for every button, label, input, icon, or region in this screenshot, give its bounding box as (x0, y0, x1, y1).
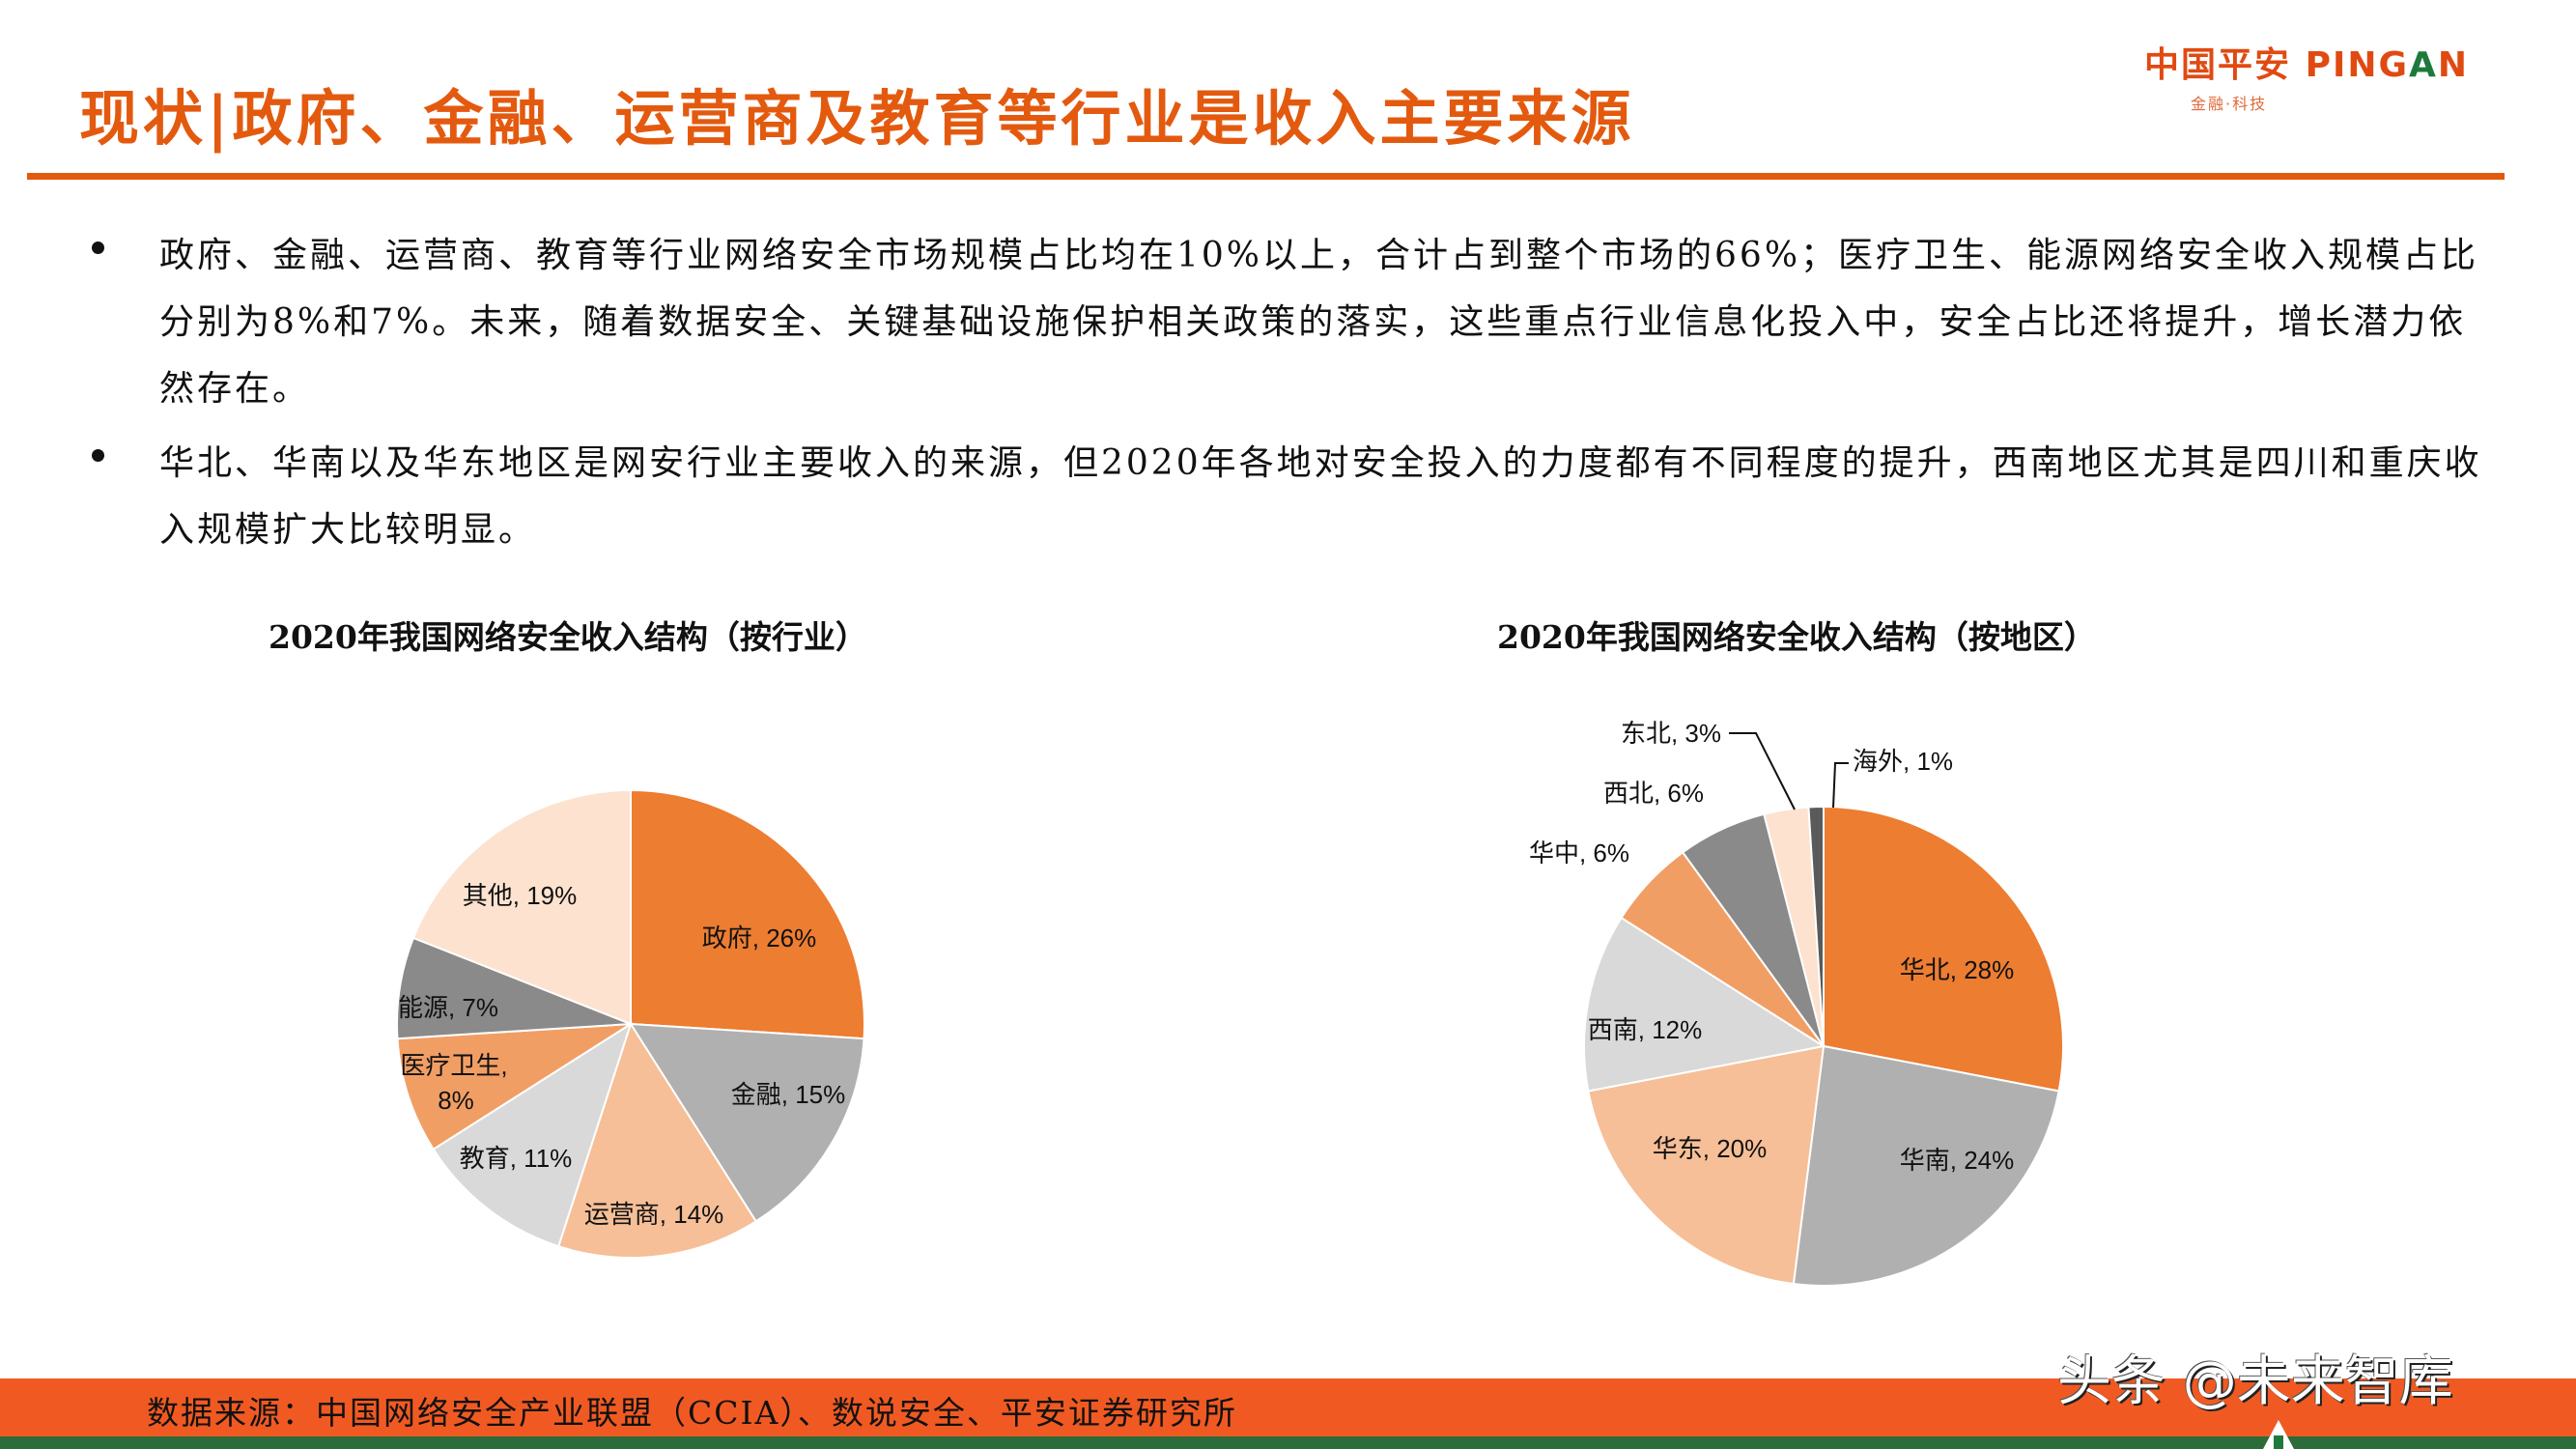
bullet-item: 政府、金融、运营商、教育等行业网络安全市场规模占比均在10%以上，合计占到整个市… (92, 222, 2487, 422)
chart-title-region: 2020年我国网络安全收入结构（按地区） (1497, 618, 2096, 656)
leader-line (1729, 732, 1796, 810)
leader-line (1832, 762, 1849, 809)
pie-slice (396, 936, 632, 1040)
pie-slice (411, 788, 632, 1026)
logo-cn: 中国平安 (2144, 45, 2292, 85)
pie-data-label: 华北, 28% (1900, 955, 2015, 984)
bullet-text: 政府、金融、运营商、教育等行业网络安全市场规模占比均在10%以上，合计占到整个市… (159, 236, 2479, 409)
chart-title-industry: 2020年我国网络安全收入结构（按行业） (269, 618, 867, 656)
pie-data-label: 华南, 24% (1900, 1146, 2015, 1175)
bullet-list: 政府、金融、运营商、教育等行业网络安全市场规模占比均在10%以上，合计占到整个市… (92, 222, 2487, 571)
logo-en: PINGAN (2305, 45, 2470, 85)
pie-slice (1823, 805, 2064, 1093)
footer-stripe (0, 1436, 2576, 1449)
pingan-logo: 中国平安 PINGAN 金融·科技 (2144, 37, 2469, 114)
bullet-text: 华北、华南以及华东地区是网安行业主要收入的来源，但2020年各地对安全投入的力度… (159, 443, 2482, 550)
page-title: 现状|政府、金融、运营商及教育等行业是收入主要来源 (79, 83, 1635, 154)
pie-data-label: 西南, 12% (1588, 1015, 1703, 1044)
pie-data-label: 华东, 20% (1653, 1134, 1768, 1163)
pie-data-label: 教育, 11% (460, 1144, 573, 1173)
footer-bar (0, 1378, 2576, 1436)
pie-slice (432, 1021, 633, 1248)
pie-slice (629, 1022, 865, 1223)
pie-data-label: 海外, 1% (1853, 747, 1953, 776)
pie-slice (396, 1023, 632, 1151)
pie-data-label: 其他, 19% (463, 881, 578, 910)
watermark: 头条 @未来智库 (2057, 1350, 2453, 1413)
bullet-dot-icon (92, 449, 104, 462)
data-source: 数据来源：中国网络安全产业联盟（CCIA）、数说安全、平安证券研究所 (147, 1394, 1237, 1432)
pie-slice (1792, 1044, 2060, 1287)
pie-data-label: 政府, 26% (702, 923, 817, 952)
title-divider (27, 173, 2505, 180)
pie-data-label: 运营商, 14% (584, 1200, 724, 1229)
pie-slice (1583, 916, 1826, 1093)
pie-slice (1807, 805, 1825, 1047)
pie-slice (1587, 1044, 1826, 1286)
pie-data-label: 医疗卫生, (400, 1051, 507, 1080)
bullet-dot-icon (92, 242, 104, 254)
pie-data-label: 8% (438, 1086, 474, 1115)
logo-tagline: 金融·科技 (2191, 95, 2268, 113)
bullet-item: 华北、华南以及华东地区是网安行业主要收入的来源，但2020年各地对安全投入的力度… (92, 430, 2487, 563)
pie-data-label: 能源, 7% (398, 993, 498, 1022)
pie-slice (556, 1021, 758, 1260)
pie-data-label: 西北, 6% (1603, 779, 1704, 808)
pie-slice (630, 788, 865, 1040)
pie-data-label: 东北, 3% (1621, 719, 1721, 748)
pie-data-label: 华中, 6% (1529, 838, 1629, 867)
pie-data-label: 金融, 15% (731, 1080, 846, 1109)
